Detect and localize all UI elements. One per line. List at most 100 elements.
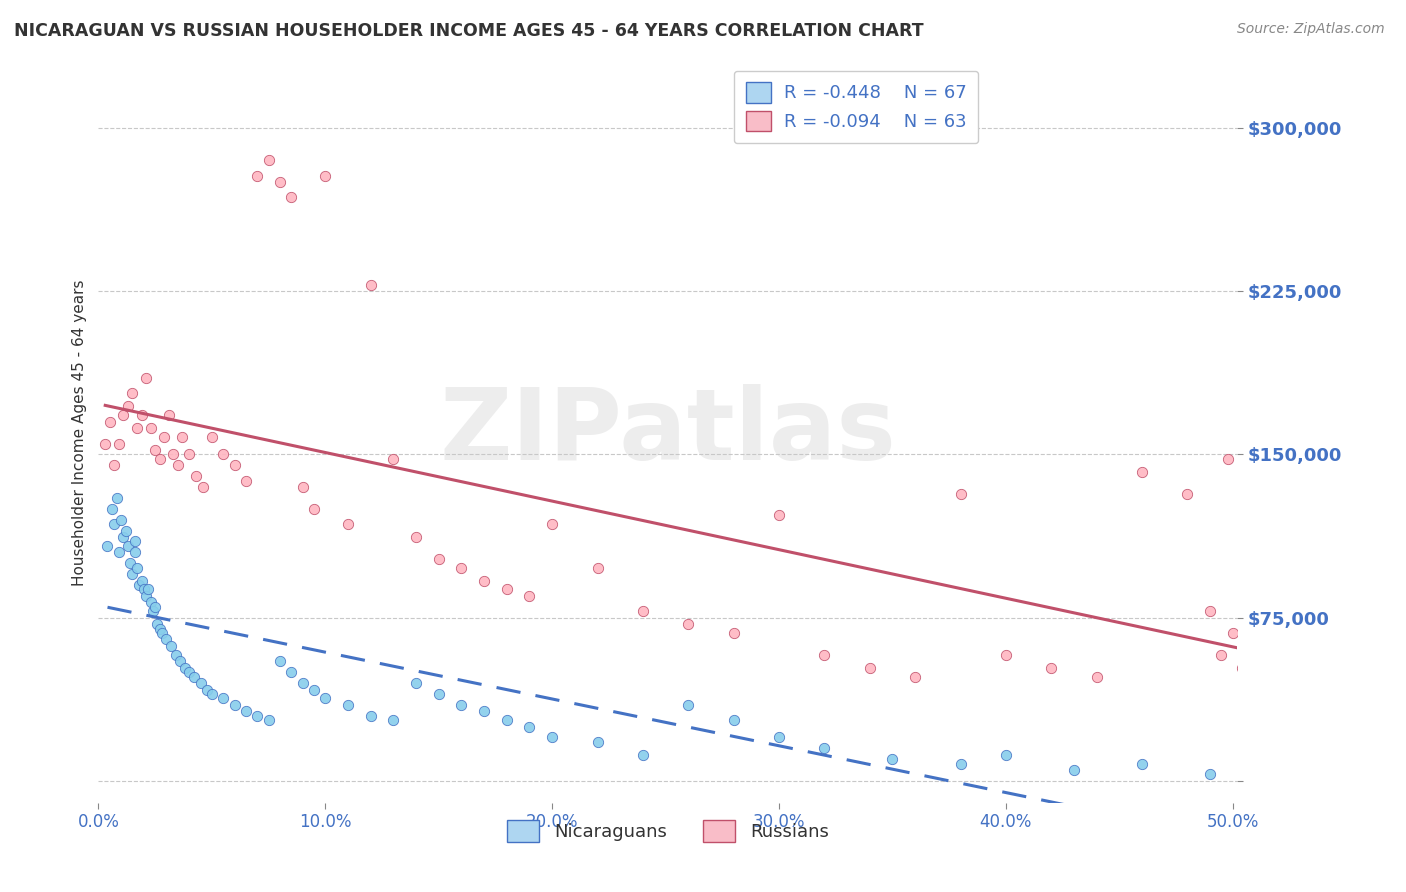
Point — [336, 517, 359, 532]
Point — [1130, 465, 1153, 479]
Point — [139, 421, 162, 435]
Point — [212, 691, 235, 706]
Point — [1240, 682, 1263, 697]
Point — [495, 582, 517, 597]
Point — [450, 560, 472, 574]
Point — [108, 545, 131, 559]
Point — [382, 451, 405, 466]
Point — [165, 648, 187, 662]
Point — [184, 469, 207, 483]
Point — [949, 756, 972, 771]
Point — [155, 632, 177, 647]
Point — [235, 704, 257, 718]
Point — [360, 708, 382, 723]
Point — [128, 578, 150, 592]
Point — [124, 534, 146, 549]
Point — [994, 648, 1017, 662]
Point — [586, 560, 609, 574]
Point — [149, 622, 172, 636]
Point — [117, 539, 139, 553]
Point — [541, 517, 564, 532]
Point — [586, 735, 609, 749]
Point — [257, 153, 280, 168]
Point — [336, 698, 359, 712]
Point — [882, 752, 904, 766]
Point — [169, 654, 191, 668]
Point — [813, 648, 835, 662]
Point — [190, 676, 212, 690]
Point — [450, 698, 472, 712]
Point — [125, 421, 148, 435]
Point — [179, 665, 201, 680]
Point — [280, 190, 302, 204]
Point — [149, 451, 172, 466]
Point — [114, 524, 136, 538]
Text: Source: ZipAtlas.com: Source: ZipAtlas.com — [1237, 22, 1385, 37]
Point — [519, 720, 541, 734]
Point — [142, 604, 165, 618]
Point — [121, 386, 143, 401]
Point — [257, 713, 280, 727]
Point — [1130, 756, 1153, 771]
Point — [112, 408, 135, 422]
Point — [153, 430, 176, 444]
Point — [201, 687, 224, 701]
Point — [131, 574, 153, 588]
Point — [112, 530, 135, 544]
Point — [405, 676, 427, 690]
Point — [132, 582, 155, 597]
Point — [427, 552, 450, 566]
Point — [96, 539, 118, 553]
Text: ZIPatlas: ZIPatlas — [440, 384, 896, 481]
Point — [1218, 451, 1240, 466]
Point — [94, 436, 117, 450]
Point — [291, 480, 314, 494]
Point — [859, 661, 882, 675]
Point — [224, 458, 246, 473]
Point — [631, 604, 654, 618]
Point — [121, 567, 143, 582]
Point — [212, 447, 235, 461]
Point — [427, 687, 450, 701]
Point — [191, 480, 214, 494]
Point — [723, 713, 745, 727]
Point — [1040, 661, 1063, 675]
Point — [124, 545, 146, 559]
Point — [1230, 661, 1253, 675]
Point — [101, 501, 124, 516]
Point — [269, 654, 291, 668]
Point — [246, 708, 269, 723]
Point — [678, 698, 700, 712]
Point — [723, 626, 745, 640]
Point — [382, 713, 405, 727]
Point — [146, 617, 169, 632]
Point — [173, 661, 195, 675]
Point — [1222, 626, 1244, 640]
Point — [125, 560, 148, 574]
Point — [994, 747, 1017, 762]
Point — [166, 458, 188, 473]
Point — [1063, 763, 1085, 777]
Point — [1234, 669, 1257, 683]
Point — [1085, 669, 1108, 683]
Point — [472, 704, 495, 718]
Point — [678, 617, 700, 632]
Point — [768, 731, 790, 745]
Point — [131, 408, 153, 422]
Point — [135, 371, 157, 385]
Point — [98, 415, 121, 429]
Point — [224, 698, 246, 712]
Point — [813, 741, 835, 756]
Point — [495, 713, 517, 727]
Point — [120, 556, 142, 570]
Point — [302, 501, 325, 516]
Point — [246, 169, 269, 183]
Point — [519, 589, 541, 603]
Point — [110, 513, 132, 527]
Point — [280, 665, 302, 680]
Point — [103, 517, 125, 532]
Point — [143, 599, 166, 614]
Point — [269, 175, 291, 189]
Point — [1199, 767, 1222, 781]
Point — [195, 682, 218, 697]
